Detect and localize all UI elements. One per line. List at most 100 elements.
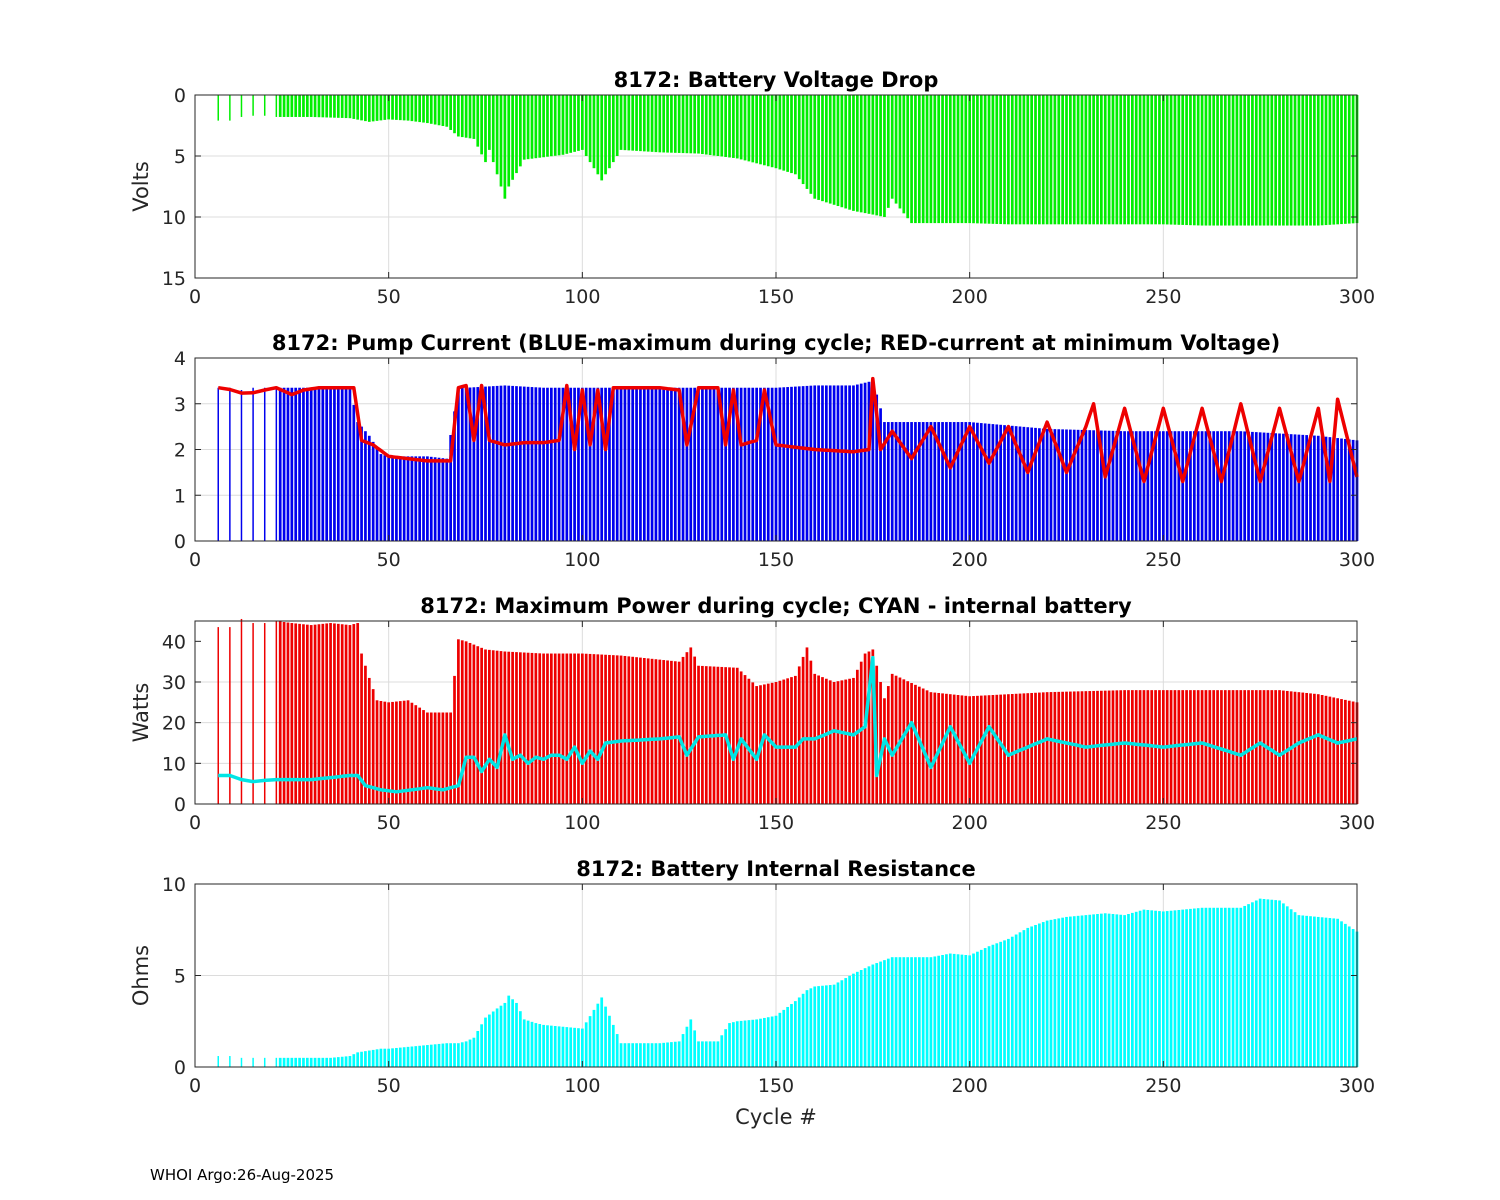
bar-mark xyxy=(429,456,433,541)
bar-mark xyxy=(391,456,394,541)
bar-mark xyxy=(983,948,987,1067)
bar-mark xyxy=(229,95,231,121)
bar-mark xyxy=(596,1003,600,1067)
bar-mark xyxy=(1026,95,1030,225)
bar-mark xyxy=(879,961,882,1067)
bar-mark xyxy=(302,387,305,541)
bar-mark xyxy=(356,422,360,541)
bar-mark xyxy=(263,1057,266,1067)
bar-mark xyxy=(1092,430,1095,541)
bar-mark xyxy=(1045,428,1049,541)
bar-mark xyxy=(387,456,391,541)
bar-mark xyxy=(1223,690,1227,804)
bar-mark xyxy=(1100,690,1103,804)
bar-mark xyxy=(499,385,503,541)
chart-panel-1: 0 50 100 150 200 250 300 0 5 10 15 8172: Battery Vo… xyxy=(129,68,1375,308)
bar-mark xyxy=(619,95,623,150)
bar-mark xyxy=(600,654,604,804)
bar-mark xyxy=(1080,95,1084,225)
bar-mark xyxy=(1181,95,1185,225)
bar-mark xyxy=(367,1050,371,1067)
bar-mark xyxy=(778,680,782,804)
bar-mark xyxy=(1007,938,1010,1067)
bar-mark xyxy=(433,457,437,541)
bar-mark xyxy=(495,95,499,175)
bar-mark xyxy=(449,712,452,804)
bar-mark xyxy=(697,387,700,541)
bar-mark xyxy=(960,422,964,541)
bar-mark xyxy=(1324,436,1328,541)
bar-mark xyxy=(387,1048,391,1067)
bar-mark xyxy=(1053,429,1057,541)
bar-mark xyxy=(673,661,677,804)
bar-mark xyxy=(751,387,755,541)
x-axis-label: Cycle # xyxy=(735,1105,817,1129)
bar-mark xyxy=(588,387,592,541)
bar-mark xyxy=(364,1051,367,1067)
bar-mark xyxy=(766,387,770,541)
bar-mark xyxy=(611,387,615,541)
bar-mark xyxy=(1208,431,1212,541)
bar-mark xyxy=(499,95,503,187)
bar-mark xyxy=(813,986,817,1067)
bar-mark xyxy=(580,1028,584,1067)
bar-mark xyxy=(859,95,863,213)
bar-mark xyxy=(794,95,797,175)
bar-mark xyxy=(1065,429,1068,541)
bar-mark xyxy=(1344,95,1347,224)
bar-mark xyxy=(646,95,650,152)
bar-mark xyxy=(809,385,813,541)
bar-mark xyxy=(1196,690,1200,804)
bar-mark xyxy=(507,95,511,187)
bar-mark xyxy=(747,387,751,541)
bar-mark xyxy=(1138,95,1142,225)
bar-mark xyxy=(1134,431,1138,541)
bar-mark xyxy=(747,1020,751,1067)
bar-mark xyxy=(329,387,332,541)
bar-mark xyxy=(770,387,774,541)
bar-mark xyxy=(1022,95,1026,225)
bar-mark xyxy=(580,387,584,541)
bar-mark xyxy=(1196,908,1200,1067)
bar-mark xyxy=(732,387,735,541)
bar-mark xyxy=(464,387,468,541)
bar-mark xyxy=(794,1001,797,1067)
bar-mark xyxy=(1003,95,1006,225)
bar-mark xyxy=(883,422,886,541)
bar-mark xyxy=(1146,909,1150,1067)
chart-panel-4: 0 50 100 150 200 250 300 0 5 10 8172: Battery Inte… xyxy=(129,857,1375,1129)
bar-mark xyxy=(542,1024,545,1067)
bar-mark xyxy=(1258,898,1262,1067)
bar-mark xyxy=(1301,692,1305,804)
bar-mark xyxy=(1127,690,1130,804)
bar-mark xyxy=(747,678,751,804)
bar-mark xyxy=(689,95,693,154)
bar-mark xyxy=(1301,95,1305,226)
bar-mark xyxy=(1096,95,1099,225)
bar-mark xyxy=(1065,95,1068,225)
bar-mark xyxy=(406,700,410,804)
bar-mark xyxy=(886,95,890,208)
bar-mark xyxy=(964,422,968,541)
bar-mark xyxy=(1204,907,1208,1067)
bar-mark xyxy=(1057,429,1061,541)
bar-mark xyxy=(1328,437,1332,541)
bar-mark xyxy=(914,422,917,541)
bar-mark xyxy=(534,1023,538,1067)
bar-mark xyxy=(395,456,398,541)
bar-mark xyxy=(666,387,669,541)
bar-mark xyxy=(333,387,336,541)
x-tick-label: 200 xyxy=(952,1075,988,1097)
bar-mark xyxy=(360,1051,363,1067)
bar-mark xyxy=(720,387,724,541)
bar-mark xyxy=(948,95,952,224)
bar-mark xyxy=(774,682,778,804)
bar-mark xyxy=(867,381,871,541)
bar-mark xyxy=(383,1048,387,1067)
bar-mark xyxy=(1142,690,1146,804)
bar-mark xyxy=(573,1027,576,1067)
bar-mark xyxy=(1041,922,1045,1067)
bar-mark xyxy=(1313,916,1316,1067)
bar-mark xyxy=(1130,690,1134,804)
bar-mark xyxy=(650,387,654,541)
